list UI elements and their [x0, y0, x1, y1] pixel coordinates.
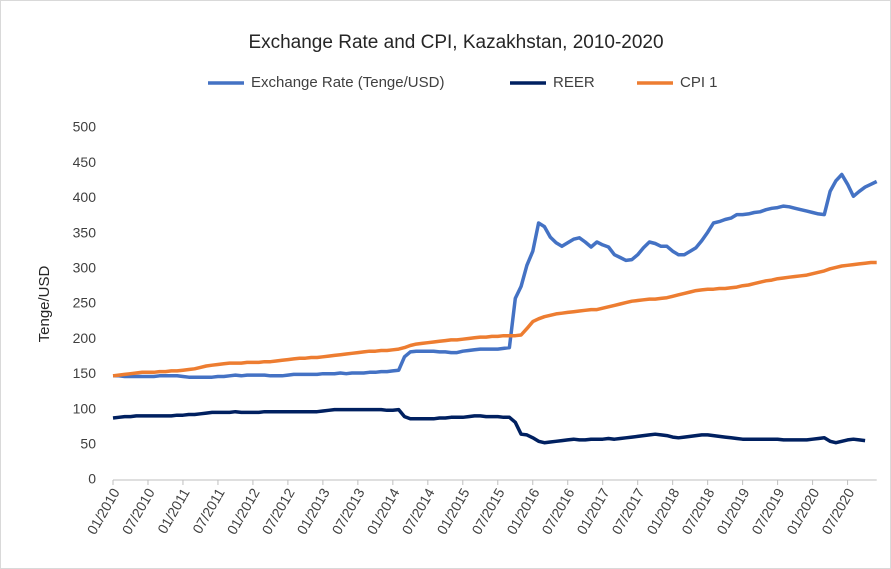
series-line	[113, 172, 878, 379]
y-tick-label: 300	[73, 260, 97, 276]
y-axis-label: Tenge/USD	[36, 265, 53, 342]
legend-label: CPI 1	[680, 74, 718, 91]
y-tick-label: 400	[73, 189, 97, 205]
y-tick-label: 100	[73, 400, 97, 416]
series-line	[112, 407, 866, 445]
legend-label: REER	[553, 74, 595, 91]
series-line	[112, 260, 877, 378]
y-tick-label: 200	[73, 330, 97, 346]
y-tick-label: 500	[73, 119, 97, 135]
y-tick-label: 50	[80, 436, 96, 452]
y-tick-label: 350	[73, 224, 97, 240]
legend-label: Exchange Rate (Tenge/USD)	[251, 74, 444, 91]
y-tick-label: 0	[88, 471, 96, 487]
y-tick-label: 250	[73, 295, 97, 311]
y-tick-label: 150	[73, 365, 97, 381]
chart-title: Exchange Rate and CPI, Kazakhstan, 2010-…	[248, 32, 663, 53]
y-tick-label: 450	[73, 154, 97, 170]
